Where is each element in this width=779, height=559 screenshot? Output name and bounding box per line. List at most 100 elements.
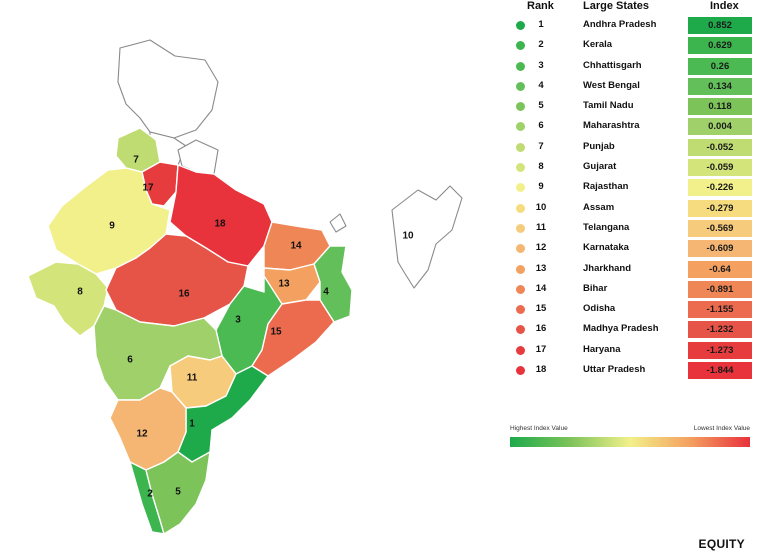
- map-label-3: 3: [235, 315, 241, 326]
- table-row: 3 Chhattisgarh 0.26: [505, 57, 755, 77]
- rank-number: 7: [538, 140, 544, 152]
- index-value: -0.052: [688, 138, 752, 156]
- table-row: 10 Assam -0.279: [505, 199, 755, 219]
- rank-dot: [516, 61, 525, 71]
- rank-dot: [516, 142, 525, 152]
- rank-number: 6: [538, 120, 544, 132]
- table-row: 14 Bihar -0.891: [505, 280, 755, 300]
- map-label-14: 14: [290, 241, 302, 252]
- table-row: 6 Maharashtra 0.004: [505, 117, 755, 137]
- table-row: 16 Madhya Pradesh -1.232: [505, 320, 755, 340]
- map-label-7: 7: [133, 155, 139, 166]
- state-name: Gujarat: [583, 161, 617, 173]
- rank-dot: [516, 183, 525, 193]
- map-region-sikkim: [329, 213, 347, 233]
- rank-dot: [516, 41, 525, 51]
- legend-lowest-label: Lowest Index Value: [693, 425, 750, 432]
- map-state-odisha: [251, 299, 335, 377]
- india-map: 1 2 3 4 5 6 7 8 9 10 11 12 13 14 15 16 1…: [27, 39, 463, 535]
- index-value: 0.26: [688, 57, 752, 75]
- index-value: -1.155: [688, 301, 752, 319]
- table-row: 17 Haryana -1.273: [505, 341, 755, 361]
- rank-dot: [516, 244, 525, 254]
- rank-dot: [516, 284, 525, 294]
- rank-number: 15: [535, 303, 547, 315]
- map-label-15: 15: [270, 327, 282, 338]
- rank-number: 4: [538, 79, 544, 91]
- table-row: 1 Andhra Pradesh 0.852: [505, 16, 755, 36]
- index-value: -0.64: [688, 260, 752, 278]
- index-value: -0.226: [688, 179, 752, 197]
- state-name: Haryana: [583, 343, 621, 355]
- index-value: 0.118: [688, 98, 752, 116]
- rank-number: 9: [538, 181, 544, 193]
- rank-dot: [516, 163, 525, 173]
- map-label-18: 18: [214, 219, 226, 230]
- table-row: 12 Karnataka -0.609: [505, 239, 755, 259]
- state-name: Odisha: [583, 303, 616, 315]
- rank-dot: [516, 366, 525, 376]
- state-name: Madhya Pradesh: [583, 323, 659, 335]
- header-rank: Rank: [527, 0, 554, 12]
- rank-dot: [516, 81, 525, 91]
- index-value: 0.852: [688, 17, 752, 34]
- map-label-2: 2: [147, 489, 153, 500]
- table-body: 1 Andhra Pradesh 0.852 2 Kerala 0.629 3 Chhatti…: [505, 16, 755, 381]
- table-header: Rank Large States Index: [505, 0, 755, 16]
- header-index: Index: [710, 0, 739, 12]
- rank-dot: [516, 21, 525, 30]
- table-row: 5 Tamil Nadu 0.118: [505, 97, 755, 117]
- state-name: West Bengal: [583, 79, 640, 91]
- index-value: 0.629: [688, 37, 752, 55]
- table-row: 8 Gujarat -0.059: [505, 158, 755, 178]
- map-label-12: 12: [136, 429, 148, 440]
- state-name: Bihar: [583, 282, 608, 294]
- state-name: Maharashtra: [583, 120, 640, 132]
- state-name: Rajasthan: [583, 181, 629, 193]
- map-label-11: 11: [187, 373, 198, 384]
- map-label-10: 10: [402, 231, 414, 242]
- map-label-17: 17: [142, 183, 154, 194]
- index-value: -1.232: [688, 321, 752, 339]
- map-state-west-bengal: [313, 245, 353, 323]
- rank-dot: [516, 122, 525, 132]
- map-label-6: 6: [127, 355, 133, 366]
- map-region-jammu-kashmir: [117, 39, 219, 139]
- legend-highest-label: Highest Index Value: [510, 425, 568, 432]
- rank-dot: [516, 264, 525, 274]
- index-value: -0.609: [688, 240, 752, 258]
- rank-dot: [516, 203, 525, 213]
- rank-number: 8: [538, 161, 544, 173]
- index-value: -0.569: [688, 219, 752, 237]
- index-value: -0.059: [688, 159, 752, 177]
- rank-dot: [516, 325, 525, 335]
- index-value: -0.279: [688, 199, 752, 217]
- map-label-13: 13: [278, 279, 290, 290]
- rank-number: 2: [538, 39, 544, 51]
- rank-number: 3: [538, 59, 544, 71]
- index-value: -1.273: [688, 341, 752, 359]
- rank-number: 13: [535, 262, 547, 274]
- state-name: Kerala: [583, 39, 613, 51]
- state-name: Andhra Pradesh: [583, 19, 657, 30]
- rank-dot: [516, 102, 525, 112]
- index-value: 0.004: [688, 118, 752, 136]
- brand-label: EQUITY: [698, 537, 745, 551]
- map-state-tamil-nadu: [145, 451, 211, 535]
- state-name: Uttar Pradesh: [583, 364, 646, 376]
- rank-dot: [516, 345, 525, 355]
- map-label-1: 1: [189, 419, 195, 430]
- table-row: 13 Jharkhand -0.64: [505, 260, 755, 280]
- map-label-5: 5: [175, 487, 181, 498]
- index-value: -0.891: [688, 280, 752, 298]
- rank-number: 11: [535, 221, 547, 233]
- rank-number: 5: [538, 100, 544, 112]
- table-row: 2 Kerala 0.629: [505, 36, 755, 56]
- index-value: -1.844: [688, 362, 752, 380]
- state-name: Telangana: [583, 221, 630, 233]
- map-region-northeast: [391, 185, 463, 289]
- rank-number: 18: [535, 364, 547, 376]
- rank-number: 16: [535, 323, 547, 335]
- rank-number: 1: [538, 19, 544, 30]
- rank-dot: [516, 223, 525, 233]
